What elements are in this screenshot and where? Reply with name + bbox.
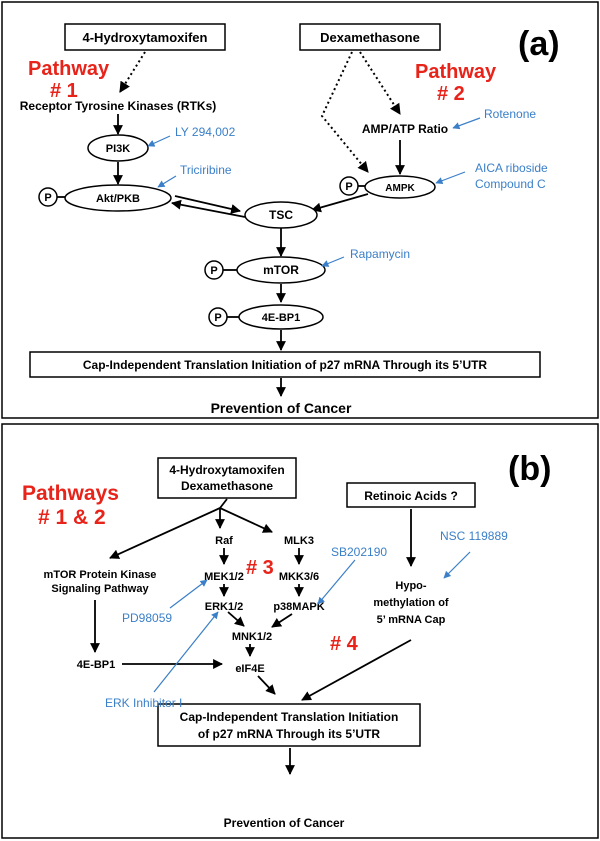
mek-label: MEK1/2	[204, 571, 244, 583]
drugs-line1: 4-Hydroxytamoxifen	[169, 463, 284, 477]
raf-label: Raf	[215, 535, 233, 547]
panel-a-label: (a)	[518, 25, 560, 63]
panel-b-label: (b)	[508, 450, 551, 488]
mlk3-label: MLK3	[284, 535, 314, 547]
4ebp1-phospho-label: P	[214, 312, 221, 324]
panel-b-frame	[1, 423, 599, 839]
inhibitor-rotenone-arrow	[452, 117, 481, 130]
inhibitor-aica-arrow	[435, 171, 466, 185]
cap-translation-label: Cap-Independent Translation Initiation o…	[83, 358, 488, 372]
pathways-number: # 1 & 2	[38, 506, 106, 529]
pathway1-label: Pathway	[28, 58, 110, 80]
ampatp-label: AMP/ATP Ratio	[362, 122, 448, 136]
inhibitor-triciribine-arrow	[157, 175, 177, 188]
arrow-drugs-mlk3	[219, 507, 273, 533]
arrow-dex-ampatp	[359, 51, 401, 115]
p38-label: p38MAPK	[273, 601, 324, 613]
drugs-line2: Dexamethasone	[181, 479, 273, 493]
arrow-tsc-akt	[171, 199, 246, 218]
inhibitor-compoundc-label: Compound C	[475, 177, 546, 191]
inhibitor-ly-arrow	[147, 135, 171, 147]
hypo-line1: Hypo-	[395, 580, 427, 592]
mnk-label: MNK1/2	[232, 631, 272, 643]
mkk-label: MKK3/6	[279, 571, 319, 583]
pathway1-number: # 1	[50, 80, 78, 102]
hypo-line3: 5’ mRNA Cap	[377, 614, 446, 626]
arrow-drugs-box	[219, 498, 228, 509]
erk-label: ERK1/2	[205, 601, 244, 613]
cap-translation-line2: of p27 mRNA Through its 5’UTR	[198, 727, 381, 741]
mtor-pathway-line2: Signaling Pathway	[51, 583, 149, 595]
ampk-phospho-label: P	[345, 181, 352, 193]
drugs-box	[157, 457, 297, 499]
inhibitor-sb-arrow	[317, 559, 356, 605]
inhibitor-sb-label: SB202190	[331, 545, 387, 559]
inhibitor-nsc-label: NSC 119889	[440, 529, 508, 543]
akt-node	[64, 184, 172, 212]
akt-phospho-label: P	[44, 192, 51, 204]
pi3k-label: PI3K	[106, 143, 131, 155]
arrow-p38-mnk	[271, 613, 293, 628]
akt-label: Akt/PKB	[96, 193, 140, 205]
pathway2-number: # 2	[437, 83, 465, 105]
dexamethasone-label: Dexamethasone	[320, 30, 420, 45]
panel-a-frame	[1, 1, 599, 419]
arrow-tamoxifen-rtk	[119, 51, 146, 93]
inhibitor-erk-arrow	[153, 611, 219, 693]
outcome-label: Prevention of Cancer	[211, 400, 352, 416]
tsc-label: TSC	[269, 208, 293, 222]
pathway2-label: Pathway	[415, 61, 497, 83]
inhibitor-pd-arrow	[169, 579, 208, 609]
ampk-node	[364, 175, 436, 199]
cap-translation-box	[29, 351, 541, 378]
mtor-pathway-line1: mTOR Protein Kinase	[44, 569, 157, 581]
retinoic-box	[346, 482, 476, 508]
arrow-drugs-mtor	[109, 507, 221, 559]
4ebp1-label: 4E-BP1	[262, 312, 301, 324]
arrow-akt-tsc	[174, 195, 241, 214]
arrow-erk-mnk	[227, 611, 245, 627]
arrow-dex-ampk	[320, 51, 369, 173]
hypo-line2: methylation of	[373, 597, 449, 609]
inhibitor-nsc-arrow	[443, 551, 471, 579]
mtor-node	[236, 256, 326, 284]
pathways-label: Pathways	[22, 482, 119, 505]
arrow-ampk-tsc	[311, 193, 369, 213]
arrow-hypo-cap	[301, 639, 412, 701]
tamoxifen-box	[64, 23, 226, 51]
inhibitor-rapamycin-arrow	[321, 256, 345, 267]
inhibitor-erk-label: ERK Inhibitor I	[105, 696, 182, 710]
4ebp1-node	[238, 304, 324, 330]
ampk-label: AMPK	[385, 183, 415, 194]
panel-b: (b) 4-Hydroxytamoxifen Dexamethasone Pat…	[1, 423, 599, 839]
inhibitor-aica-label: AICA riboside	[475, 161, 548, 175]
panel-a: (a) 4-Hydroxytamoxifen Dexamethasone Pat…	[1, 1, 599, 419]
eif4e-label: eIF4E	[235, 663, 264, 675]
tamoxifen-label: 4-Hydroxytamoxifen	[83, 30, 208, 45]
inhibitor-ly-label: LY 294,002	[175, 125, 236, 139]
inhibitor-pd-label: PD98059	[122, 611, 172, 625]
pathway3-label: # 3	[246, 557, 274, 579]
4ebp1-label: 4E-BP1	[77, 659, 116, 671]
dexamethasone-box	[299, 23, 441, 51]
cap-translation-line1: Cap-Independent Translation Initiation	[180, 710, 399, 724]
mtor-phospho-label: P	[210, 265, 217, 277]
inhibitor-rapamycin-label: Rapamycin	[350, 247, 410, 261]
rtk-label: Receptor Tyrosine Kinases (RTKs)	[20, 99, 217, 113]
mtor-label: mTOR	[263, 263, 299, 277]
arrow-eif4e-cap	[257, 675, 276, 695]
outcome-label: Prevention of Cancer	[224, 816, 345, 830]
inhibitor-rotenone-label: Rotenone	[484, 107, 536, 121]
pi3k-node	[87, 134, 149, 162]
inhibitor-triciribine-label: Triciribine	[180, 163, 232, 177]
tsc-node	[244, 201, 318, 229]
pathway4-label: # 4	[330, 633, 359, 655]
retinoic-label: Retinoic Acids ?	[364, 489, 458, 503]
cap-translation-box	[157, 703, 421, 747]
